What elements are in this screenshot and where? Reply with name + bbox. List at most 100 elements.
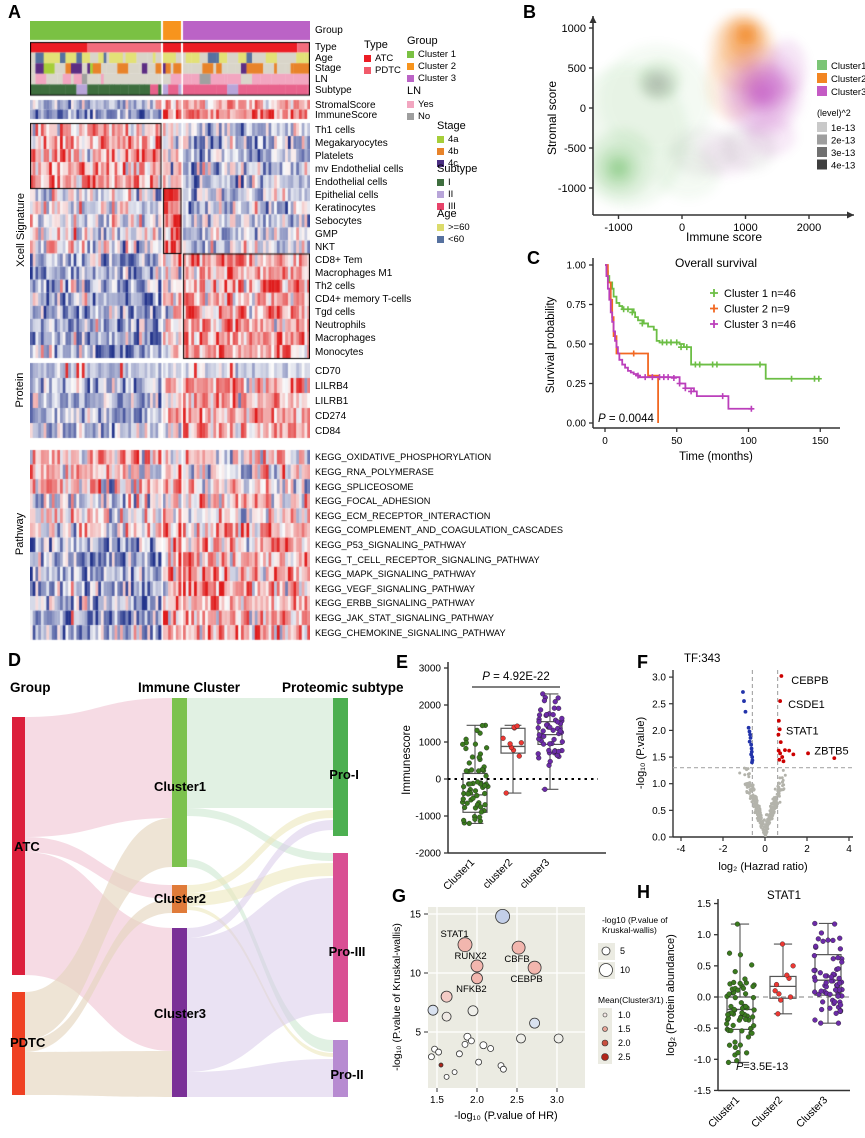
legend-label: 2.5 xyxy=(618,1052,631,1062)
bubble-point xyxy=(468,1037,475,1045)
data-point xyxy=(550,727,556,733)
volcano-point-gray xyxy=(778,776,782,780)
data-point xyxy=(728,1003,734,1010)
legend-group: Group Cluster 1 Cluster 2 Cluster 3 xyxy=(407,36,456,86)
axis-text: -500 xyxy=(564,143,586,155)
data-point xyxy=(536,719,542,725)
legend-label: <60 xyxy=(448,234,465,245)
sankey-flow xyxy=(25,698,172,837)
data-point xyxy=(483,773,489,779)
data-point xyxy=(460,741,466,747)
data-point xyxy=(750,994,757,1001)
gene-label: STAT1 xyxy=(441,929,469,940)
censor-mark xyxy=(682,385,689,392)
volcano-point-gray xyxy=(758,808,762,812)
data-point xyxy=(835,1020,842,1026)
volcano-point-red xyxy=(787,748,792,753)
heatmap-row-label: Sebocytes xyxy=(315,215,362,227)
axis-text: 15 xyxy=(410,910,422,921)
volcano-point-red xyxy=(791,752,796,757)
data-point xyxy=(726,991,732,997)
censor-mark xyxy=(748,405,755,412)
y-axis-label: -log₁₀ (P.value of Kruskal-wallis) xyxy=(391,923,403,1071)
legend-label: Cluster1 xyxy=(831,61,865,72)
data-point xyxy=(732,995,738,1001)
legend-swatch xyxy=(437,136,444,144)
km-curve-3 xyxy=(605,264,753,410)
data-point xyxy=(743,1016,749,1023)
legend-swatch xyxy=(437,148,444,156)
legend-label: PDTC xyxy=(375,65,401,76)
sankey-node-cluster3 xyxy=(172,928,187,1097)
volcano-point-gray xyxy=(762,831,766,835)
heatmap-row-label: Macrophages M1 xyxy=(315,268,393,280)
heatmap-row-label: Group xyxy=(315,25,343,36)
legend-size-circle xyxy=(599,963,613,977)
legend-label: Cluster 3 n=46 xyxy=(724,319,796,331)
legend-color-dot xyxy=(602,1012,608,1018)
gene-label: CEBPB xyxy=(510,974,542,985)
legend-swatch xyxy=(407,75,414,83)
data-point xyxy=(536,732,542,738)
axis-text: Cluster2 xyxy=(749,1094,785,1130)
data-point xyxy=(482,783,488,789)
data-point xyxy=(464,800,470,806)
data-point xyxy=(538,707,544,713)
volcano-point-gray xyxy=(777,781,781,785)
data-point xyxy=(535,751,541,757)
data-point xyxy=(738,1015,744,1021)
heatmap-row-label: KEGG_MAPK_SIGNALING_PATHWAY xyxy=(315,569,476,580)
data-point xyxy=(830,937,836,943)
axis-text: 0.5 xyxy=(652,806,666,817)
legend-label: >=60 xyxy=(448,222,470,233)
volcano-point-gray xyxy=(747,784,751,788)
legend-label: Cluster2 xyxy=(831,74,865,85)
axis-text: 1000 xyxy=(562,23,586,35)
axis-text: 1.00 xyxy=(567,261,587,272)
data-point xyxy=(832,999,838,1005)
volcano-point-red xyxy=(783,748,787,753)
axis-text: 2 xyxy=(804,844,810,855)
bubble-point xyxy=(475,1058,482,1066)
volcano-point-blue xyxy=(747,729,752,734)
axis-text: 0 xyxy=(762,844,768,855)
censor-mark xyxy=(696,361,703,368)
volcano-point-gray xyxy=(756,814,760,818)
volcano-point-gray xyxy=(762,828,766,832)
density-contour xyxy=(599,44,714,156)
volcano-point-gray xyxy=(749,787,753,791)
data-point xyxy=(830,956,836,962)
panel-b-density-plot: -1000 0 1000 2000 1000 500 0 -500 -1000 Immune sc… xyxy=(545,12,865,244)
legend-label: 5 xyxy=(620,946,625,956)
volcano-point-red xyxy=(776,732,781,737)
bubble-point xyxy=(527,960,542,975)
data-point xyxy=(552,699,558,705)
data-point xyxy=(463,768,469,774)
axis-text: 0 xyxy=(602,436,608,447)
volcano-point-gray xyxy=(773,804,777,808)
axis-text: 0 xyxy=(679,222,685,234)
legend-item: >=60 xyxy=(437,223,470,233)
legend-label: Cluster 2 n=9 xyxy=(724,304,790,316)
data-point xyxy=(739,1028,745,1034)
legend-swatch xyxy=(817,86,827,96)
volcano-point-gray xyxy=(753,799,757,803)
plot-background xyxy=(428,907,585,1088)
data-point xyxy=(784,972,790,978)
heatmap-row-label: CD274 xyxy=(315,410,347,422)
volcano-point-red xyxy=(781,759,786,764)
legend-color-dot xyxy=(602,1026,608,1032)
gene-label: RUNX2 xyxy=(454,951,486,962)
axis-text: -0.5 xyxy=(694,1024,712,1035)
heatmap-row-label: NKT xyxy=(315,242,335,254)
heatmap-row-label: Type xyxy=(315,42,337,53)
column-title: Group xyxy=(10,680,51,695)
legend-label: 1e-13 xyxy=(831,123,855,134)
legend-title: Mean(Cluster3/1) xyxy=(598,995,664,1005)
data-point xyxy=(540,691,546,697)
volcano-point-gray xyxy=(781,778,785,782)
legend-swatch xyxy=(364,55,371,63)
bubble-point xyxy=(456,1050,463,1058)
volcano-point-gray xyxy=(754,807,758,811)
